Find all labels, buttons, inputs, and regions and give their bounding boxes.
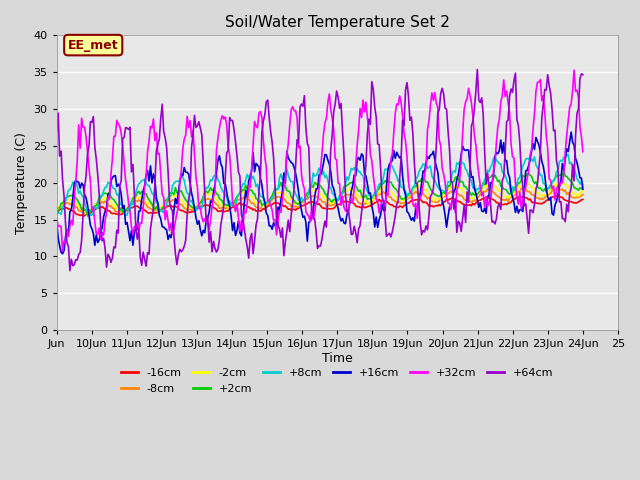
+16cm <box>59 251 67 257</box>
Line: +32cm: +32cm <box>57 70 583 251</box>
+16cm <box>211 182 219 188</box>
Line: -16cm: -16cm <box>57 196 583 216</box>
+32cm <box>579 149 587 155</box>
+64cm <box>211 246 219 252</box>
+2cm <box>237 189 245 194</box>
-8cm <box>228 202 236 207</box>
Legend: -16cm, -8cm, -2cm, +2cm, +8cm, +16cm, +32cm, +64cm: -16cm, -8cm, -2cm, +2cm, +8cm, +16cm, +3… <box>116 364 558 398</box>
Text: EE_met: EE_met <box>68 38 118 52</box>
+8cm <box>86 213 94 218</box>
+2cm <box>119 209 127 215</box>
-8cm <box>284 200 292 206</box>
-8cm <box>551 187 559 192</box>
-2cm <box>228 201 236 206</box>
+16cm <box>284 155 292 161</box>
-16cm <box>237 202 245 207</box>
-2cm <box>211 195 219 201</box>
+64cm <box>552 158 560 164</box>
-2cm <box>284 195 292 201</box>
+2cm <box>228 201 236 206</box>
+64cm <box>119 136 127 142</box>
+2cm <box>284 188 292 194</box>
-8cm <box>552 185 560 191</box>
+32cm <box>211 188 219 194</box>
-2cm <box>82 211 90 216</box>
+32cm <box>237 217 245 223</box>
+16cm <box>228 228 236 233</box>
Line: +16cm: +16cm <box>57 132 583 254</box>
+16cm <box>579 186 587 192</box>
-16cm <box>284 206 292 212</box>
-16cm <box>81 213 88 219</box>
-16cm <box>551 194 559 200</box>
+32cm <box>284 141 292 147</box>
-16cm <box>53 209 61 215</box>
Line: +2cm: +2cm <box>57 171 583 216</box>
Line: -8cm: -8cm <box>57 188 583 214</box>
+32cm <box>228 200 236 206</box>
-8cm <box>119 208 127 214</box>
+32cm <box>53 215 61 221</box>
+2cm <box>84 213 92 219</box>
-16cm <box>228 204 236 210</box>
Title: Soil/Water Temperature Set 2: Soil/Water Temperature Set 2 <box>225 15 450 30</box>
-8cm <box>81 211 88 216</box>
+32cm <box>551 197 559 203</box>
+8cm <box>564 152 572 157</box>
+16cm <box>119 205 127 211</box>
+32cm <box>570 67 578 73</box>
+64cm <box>579 72 587 77</box>
Y-axis label: Temperature (C): Temperature (C) <box>15 132 28 234</box>
-2cm <box>119 208 127 214</box>
+8cm <box>119 203 127 209</box>
+2cm <box>53 210 61 216</box>
-16cm <box>579 197 587 203</box>
+64cm <box>284 217 292 223</box>
-8cm <box>53 207 61 213</box>
+16cm <box>53 219 61 225</box>
+8cm <box>211 172 219 178</box>
+2cm <box>551 176 559 181</box>
-2cm <box>237 191 245 197</box>
+8cm <box>237 186 245 192</box>
+8cm <box>53 212 61 217</box>
+32cm <box>119 142 127 148</box>
+64cm <box>474 67 481 72</box>
+8cm <box>551 175 559 181</box>
-16cm <box>552 193 560 199</box>
+2cm <box>560 168 568 174</box>
Line: -2cm: -2cm <box>57 181 583 214</box>
+8cm <box>579 181 587 187</box>
+64cm <box>53 128 61 134</box>
+8cm <box>284 172 292 178</box>
+8cm <box>228 203 236 208</box>
+64cm <box>228 118 236 123</box>
-8cm <box>579 192 587 197</box>
-2cm <box>554 179 562 184</box>
Line: +64cm: +64cm <box>57 70 583 271</box>
-2cm <box>551 181 559 187</box>
+16cm <box>237 233 245 239</box>
-2cm <box>53 207 61 213</box>
+2cm <box>579 184 587 190</box>
-8cm <box>237 195 245 201</box>
+64cm <box>237 212 245 217</box>
-16cm <box>119 211 127 216</box>
+16cm <box>551 202 559 208</box>
X-axis label: Time: Time <box>322 352 353 365</box>
Line: +8cm: +8cm <box>57 155 583 216</box>
+2cm <box>211 187 219 193</box>
+16cm <box>567 129 575 135</box>
+64cm <box>66 268 74 274</box>
+32cm <box>59 248 67 254</box>
-8cm <box>211 200 219 206</box>
-2cm <box>579 188 587 194</box>
-16cm <box>211 205 219 211</box>
